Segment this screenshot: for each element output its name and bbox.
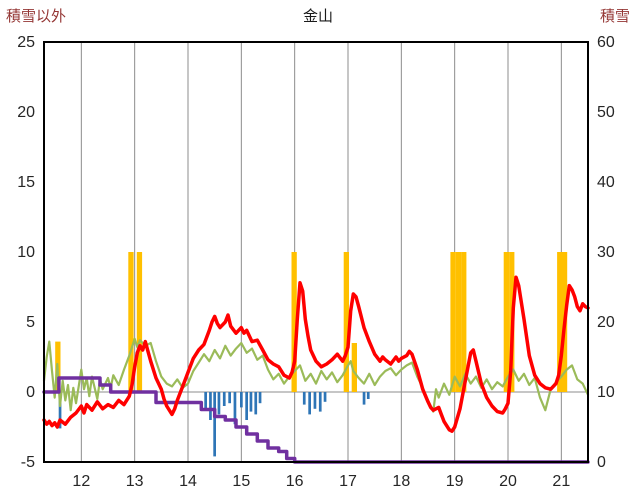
left-tick-label: 10 [17, 244, 35, 261]
bar [343, 252, 349, 392]
bar [351, 343, 357, 392]
bar [313, 392, 317, 409]
bar [245, 392, 248, 420]
bar [362, 392, 366, 405]
right-tick-label: 60 [597, 34, 615, 51]
right-tick-label: 20 [597, 314, 615, 331]
bar [308, 392, 311, 415]
right-tick-label: 50 [597, 104, 615, 121]
x-tick-label: 19 [446, 473, 464, 490]
x-tick-label: 18 [392, 473, 410, 490]
bar [217, 392, 221, 415]
bar [136, 252, 143, 392]
series-red-line [42, 275, 590, 433]
right-tick-label: 0 [597, 454, 606, 471]
bar [557, 252, 563, 392]
bar [209, 392, 212, 420]
left-tick-label: 5 [26, 314, 35, 331]
left-tick-label: 20 [17, 104, 35, 121]
x-tick-label: 20 [499, 473, 517, 490]
bar [240, 392, 243, 408]
left-tick-label: 0 [26, 384, 35, 401]
x-tick-label: 15 [232, 473, 250, 490]
left-tick-label: 25 [17, 34, 35, 51]
bar [461, 252, 467, 392]
bar [455, 252, 461, 392]
chart-title: 金山 [302, 8, 333, 25]
right-tick-label: 40 [597, 174, 615, 191]
series-blue-bars [58, 392, 370, 457]
right-axis-title: 積雪 [599, 8, 630, 25]
bar [213, 392, 216, 457]
bar [204, 392, 207, 409]
right-tick-label: 10 [597, 384, 615, 401]
left-tick-label: 15 [17, 174, 35, 191]
x-tick-label: 12 [72, 473, 90, 490]
bar [318, 392, 322, 412]
bar [291, 252, 297, 392]
bar [450, 252, 456, 392]
bar [128, 252, 134, 392]
x-tick-label: 13 [126, 473, 144, 490]
left-tick-label: -5 [21, 454, 35, 471]
bar [233, 392, 237, 425]
bar [222, 392, 226, 406]
bar [249, 392, 253, 412]
right-tick-label: 30 [597, 244, 615, 261]
x-tick-label: 17 [339, 473, 357, 490]
x-tick-label: 21 [552, 473, 570, 490]
left-axis-title: 積雪以外 [6, 8, 67, 25]
bar [228, 392, 231, 404]
bar [503, 252, 509, 392]
plot-frame [43, 41, 589, 463]
bar [258, 392, 262, 404]
series-purple-step-line [42, 376, 590, 464]
x-tick-label: 16 [286, 473, 304, 490]
bar [302, 392, 306, 405]
bar [58, 392, 62, 429]
bar [254, 392, 258, 415]
bar [323, 392, 327, 402]
bar [366, 392, 370, 399]
x-tick-label: 14 [179, 473, 197, 490]
